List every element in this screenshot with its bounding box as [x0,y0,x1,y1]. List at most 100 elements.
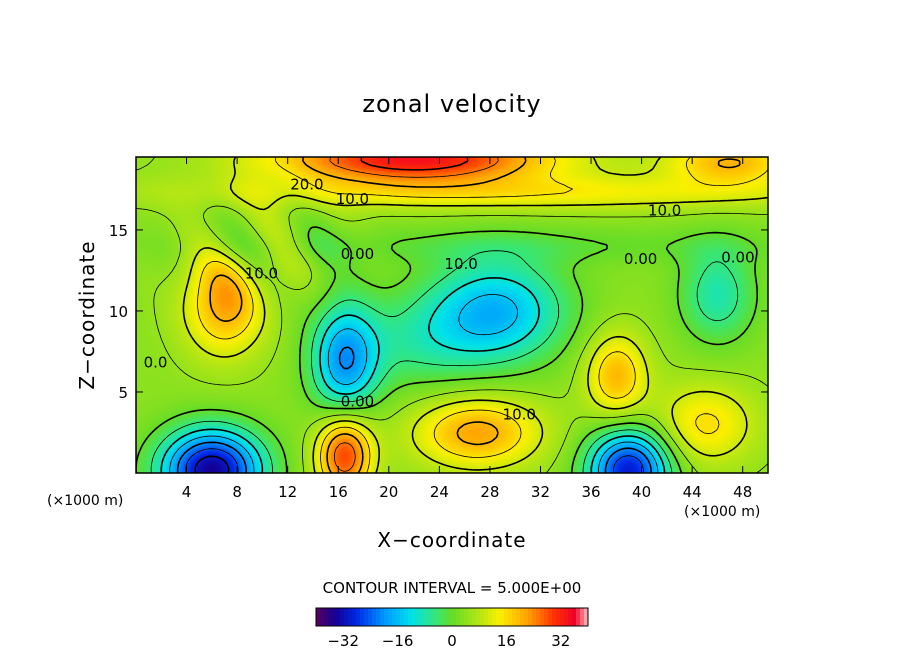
contour-level [136,157,768,473]
x-tick-label: 8 [232,483,242,501]
contour-label: 10.0 [444,255,477,273]
plot-frame [135,156,769,474]
x-tick-label: 4 [182,483,192,501]
colorbar-swatch [512,608,517,626]
colorbar-swatch [544,608,549,626]
colorbar-swatch [340,608,345,626]
contour-level [176,346,652,473]
colorbar-swatch [372,608,377,626]
colorbar-swatch [528,608,533,626]
colorbar-swatch [384,608,389,626]
contour-label: 0.00 [341,245,374,263]
colorbar-tick-label: 0 [447,632,457,650]
colorbar-swatch [440,608,445,626]
colorbar-swatch [568,608,573,626]
colorbar-swatch [364,608,369,626]
x-tick-label: 48 [733,483,752,501]
colorbar-swatch [516,608,521,626]
colorbar-swatch [500,608,505,626]
colorbar-swatch [536,608,541,626]
colorbar-swatch [428,608,433,626]
colorbar-tick-label: 32 [551,632,570,650]
colorbar-swatch [380,608,385,626]
colorbar-swatch [580,608,585,626]
colorbar-swatch [400,608,405,626]
colorbar-swatch [444,608,449,626]
colorbar-swatch [432,608,437,626]
colorbar-tick-label: −32 [327,632,359,650]
colorbar-swatch [344,608,349,626]
contour-level [194,455,230,473]
colorbar-swatch [368,608,373,626]
colorbar-swatch [320,608,325,626]
colorbar-swatch [408,608,413,626]
colorbar-ticks: −32 −16 0 16 32 [327,632,570,650]
velocity-field [136,157,768,473]
colorbar-swatch [556,608,561,626]
colorbar-swatch [484,608,489,626]
contour-label: 10.0 [245,265,278,283]
contour-lines [136,157,768,473]
colorbar-frame [315,607,589,627]
colorbar-swatch [336,608,341,626]
y-axis-label: Z−coordinate [75,240,99,389]
x-tick-label: 20 [379,483,398,501]
colorbar-swatch [472,608,477,626]
colorbar-swatch [316,608,321,626]
colorbar-swatch [476,608,481,626]
colorbar-swatch [324,608,329,626]
contour-level [197,157,768,473]
contour-label: 0.00 [624,250,657,268]
colorbar-swatch [572,608,577,626]
colorbar-swatch [576,608,581,626]
colorbar-swatch [332,608,337,626]
y-tick-label: 5 [118,384,128,402]
x-axis-ticks: 4 8 12 16 20 24 28 32 36 40 44 48 [182,157,752,501]
y-tick-label: 10 [109,303,128,321]
x-tick-label: 44 [683,483,702,501]
colorbar-swatch [584,608,589,626]
contour-label: 0.00 [341,393,374,411]
colorbar-swatch [504,608,509,626]
contour-level [169,294,659,473]
colorbar-swatch [540,608,545,626]
colorbar-swatch [424,608,429,626]
x-tick-label: 40 [632,483,651,501]
colorbar-swatch [376,608,381,626]
colorbar-swatch [460,608,465,626]
colorbar-swatch [448,608,453,626]
colorbar-swatch [392,608,397,626]
colorbar-swatch [464,608,469,626]
colorbar-swatch [456,608,461,626]
x-axis-label: X−coordinate [377,528,526,552]
colorbar-swatch [548,608,553,626]
colorbar-swatch [356,608,361,626]
colorbar-swatch [420,608,425,626]
colorbar-swatch [480,608,485,626]
x-unit-left: (×1000 m) [47,493,123,509]
colorbar-swatch [416,608,421,626]
contour-level [136,226,758,473]
x-tick-label: 28 [480,483,499,501]
colorbar-swatch [496,608,501,626]
contour-label: 0.00 [721,248,754,266]
x-tick-label: 36 [581,483,600,501]
colorbar-swatch [452,608,457,626]
x-tick-label: 16 [329,483,348,501]
x-tick-label: 32 [531,483,550,501]
x-tick-label: 24 [430,483,449,501]
colorbar-swatch [564,608,569,626]
contour-label: 20.0 [290,175,323,193]
colorbar-swatch [560,608,565,626]
y-tick-label: 15 [109,222,128,240]
colorbar-tick-label: −16 [382,632,414,650]
colorbar-swatches [316,608,589,626]
contour-level [182,157,768,473]
contour-level [209,157,741,473]
colorbar-swatch [524,608,529,626]
contour-label: 10.0 [336,190,369,208]
colorbar-swatch [520,608,525,626]
colorbar-swatch [488,608,493,626]
chart-title: zonal velocity [362,90,541,118]
plot-area: 20.0 10.0 10.0 0.00 10.0 0.00 0.00 10.0 0.0 0.00 1… [135,156,769,474]
